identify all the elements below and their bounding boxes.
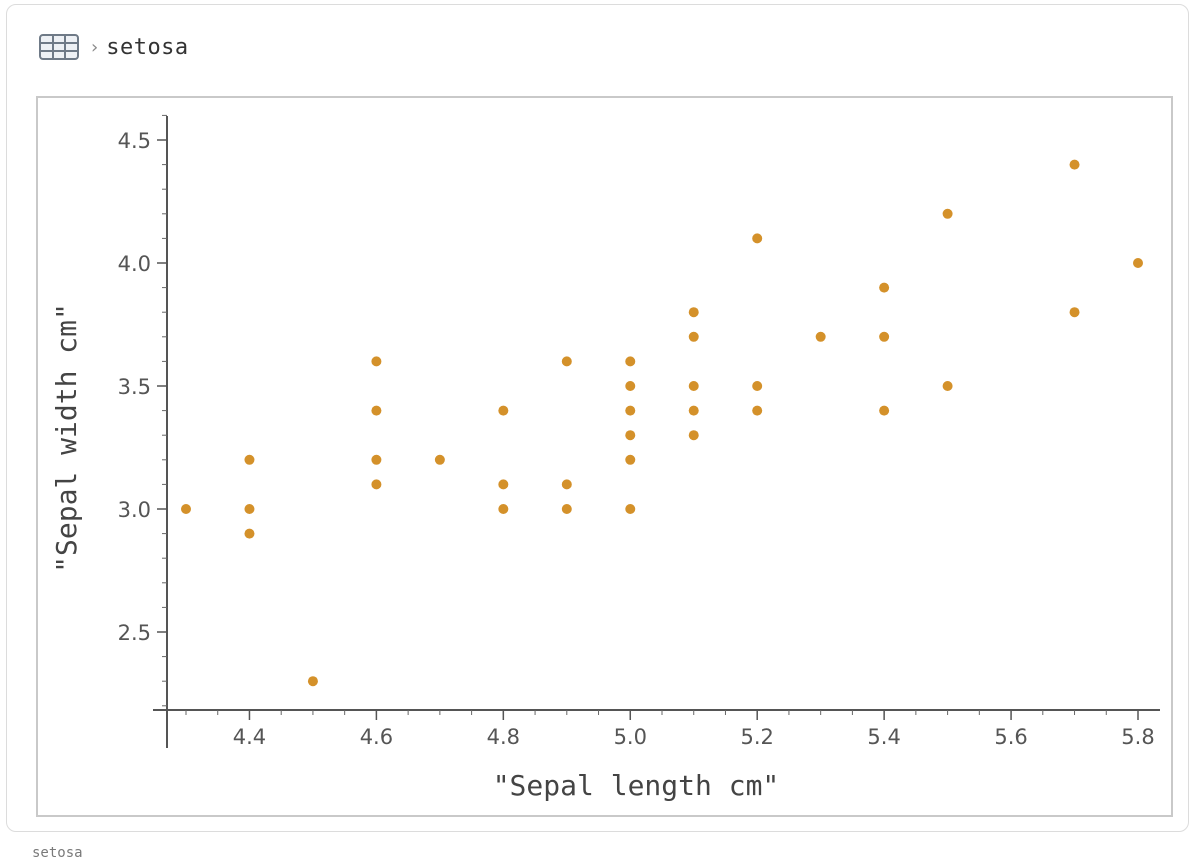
data-point bbox=[625, 356, 636, 367]
data-point bbox=[688, 307, 699, 318]
data-point bbox=[752, 233, 763, 244]
x-tick-label: 5.0 bbox=[614, 725, 647, 749]
data-point bbox=[244, 454, 255, 465]
y-tick-label: 4.5 bbox=[118, 129, 151, 153]
data-point bbox=[688, 331, 699, 342]
data-point bbox=[244, 504, 255, 514]
y-tick-label: 3.5 bbox=[118, 375, 151, 399]
x-tick-label: 5.4 bbox=[867, 725, 900, 749]
data-point bbox=[625, 381, 636, 391]
table-icon[interactable] bbox=[37, 31, 81, 63]
data-point bbox=[307, 676, 318, 687]
x-tick-label: 4.8 bbox=[487, 725, 520, 749]
x-tick-label: 4.6 bbox=[360, 725, 393, 749]
data-point bbox=[434, 454, 445, 465]
data-point bbox=[244, 528, 255, 539]
data-point bbox=[879, 405, 890, 416]
data-point bbox=[879, 331, 890, 342]
data-point bbox=[1069, 307, 1080, 318]
x-tick-label: 5.6 bbox=[994, 725, 1027, 749]
y-tick-label: 3.0 bbox=[118, 498, 151, 522]
scatter-chart: 4.4 4.6 4.8 5.0 5.2 5.4 5.6 5.8 2.5 3.0 3.5 4.0 4.5 "… bbox=[50, 114, 1160, 802]
data-point bbox=[498, 504, 509, 514]
breadcrumb-separator: › bbox=[91, 36, 99, 58]
data-point bbox=[688, 430, 699, 441]
x-axis-label: "Sepal length cm" bbox=[493, 769, 780, 802]
data-point bbox=[625, 504, 636, 514]
breadcrumb: › setosa bbox=[37, 27, 189, 67]
data-point bbox=[561, 504, 572, 514]
data-point bbox=[625, 430, 636, 441]
data-point bbox=[625, 454, 636, 465]
data-point bbox=[942, 208, 953, 219]
data-point bbox=[1133, 258, 1143, 268]
below-caption: setosa bbox=[32, 846, 83, 861]
result-card: › setosa 4.4 4.6 4.8 5.0 5.2 5.4 5.6 5.8 2.5 3.0 3… bbox=[6, 4, 1189, 832]
x-tick-label: 5.8 bbox=[1121, 725, 1154, 749]
data-point bbox=[371, 454, 382, 465]
breadcrumb-label[interactable]: setosa bbox=[106, 34, 189, 60]
data-point bbox=[942, 381, 953, 391]
y-tick-label: 4.0 bbox=[118, 252, 151, 276]
data-point bbox=[688, 405, 699, 416]
data-point bbox=[498, 405, 509, 416]
data-point bbox=[561, 356, 572, 367]
data-point bbox=[371, 405, 382, 416]
chart-frame: 4.4 4.6 4.8 5.0 5.2 5.4 5.6 5.8 2.5 3.0 3.5 4.0 4.5 "… bbox=[36, 96, 1173, 817]
data-point bbox=[1069, 159, 1080, 170]
data-point bbox=[371, 479, 382, 490]
data-point bbox=[879, 282, 890, 293]
data-point bbox=[561, 479, 572, 490]
data-point bbox=[181, 504, 191, 514]
x-tick-label: 5.2 bbox=[740, 725, 773, 749]
data-point bbox=[752, 405, 763, 416]
data-point bbox=[625, 405, 636, 416]
data-point bbox=[371, 356, 382, 367]
data-point bbox=[752, 381, 763, 391]
data-point bbox=[498, 479, 509, 490]
y-tick-label: 2.5 bbox=[118, 621, 151, 645]
data-point bbox=[688, 381, 699, 391]
x-tick-label: 4.4 bbox=[233, 725, 266, 749]
data-point bbox=[815, 331, 826, 342]
y-axis-label: "Sepal width cm" bbox=[50, 303, 83, 573]
